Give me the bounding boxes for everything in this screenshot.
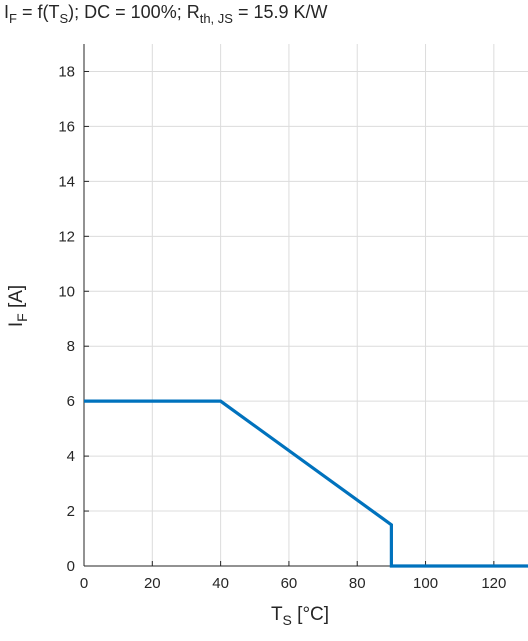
x-axis-label: TS [°C] [271,604,329,628]
y-tick-label: 0 [67,558,75,575]
y-tick-label: 4 [67,448,75,465]
title-subscript: th, JS [199,11,233,26]
x-tick-label: 40 [212,575,229,592]
x-axis-label-main: T [270,604,283,625]
title-part: = 15.9 K/W [232,2,328,22]
y-tick-label: 10 [58,283,75,300]
x-tick-label: 60 [281,575,298,592]
series-line [84,399,528,568]
y-tick-label: 2 [67,503,75,520]
x-tick-label: 80 [349,575,366,592]
y-axis-label: IF [A] [6,285,30,327]
y-tick-label: 18 [58,63,75,80]
x-axis-label-subscript: S [282,612,292,628]
title-part: I [4,2,10,22]
y-tick-label: 12 [58,228,75,245]
y-tick-label: 16 [58,118,75,135]
x-tick-label: 20 [144,575,161,592]
chart-title: IF = f(TS); DC = 100%; Rth, JS = 15.9 K/… [4,2,328,26]
y-axis-label-subscript: F [14,313,30,322]
x-tick-label: 0 [80,575,88,592]
y-tick-label: 14 [58,173,75,190]
title-part: ); DC = 100%; R [68,2,200,22]
x-tick-label: 100 [413,575,438,592]
y-axis-label-unit: [A] [6,284,27,314]
y-tick-label: 8 [67,338,75,355]
y-axis-label-main: I [6,321,27,328]
title-part: = f(T [16,2,60,22]
y-tick-label: 6 [67,393,75,410]
x-tick-label: 120 [481,575,506,592]
title-subscript: S [59,11,69,26]
title-subscript: F [9,11,17,26]
x-axis-label-unit: [°C] [291,604,330,625]
